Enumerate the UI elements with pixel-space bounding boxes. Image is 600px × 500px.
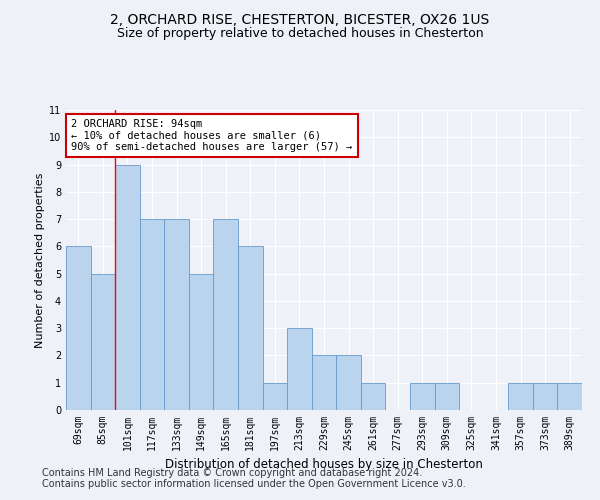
Bar [557,382,582,410]
Text: 2, ORCHARD RISE, CHESTERTON, BICESTER, OX26 1US: 2, ORCHARD RISE, CHESTERTON, BICESTER, O… [110,12,490,26]
Bar [115,164,140,410]
Bar [410,382,434,410]
Text: Contains public sector information licensed under the Open Government Licence v3: Contains public sector information licen… [42,479,466,489]
Y-axis label: Number of detached properties: Number of detached properties [35,172,45,348]
Bar [164,219,189,410]
Bar [140,219,164,410]
Bar [263,382,287,410]
Bar [238,246,263,410]
Bar [336,356,361,410]
Bar [312,356,336,410]
Bar [91,274,115,410]
Bar [508,382,533,410]
Text: 2 ORCHARD RISE: 94sqm
← 10% of detached houses are smaller (6)
90% of semi-detac: 2 ORCHARD RISE: 94sqm ← 10% of detached … [71,119,352,152]
Text: Size of property relative to detached houses in Chesterton: Size of property relative to detached ho… [116,28,484,40]
Bar [434,382,459,410]
Bar [214,219,238,410]
X-axis label: Distribution of detached houses by size in Chesterton: Distribution of detached houses by size … [165,458,483,471]
Text: Contains HM Land Registry data © Crown copyright and database right 2024.: Contains HM Land Registry data © Crown c… [42,468,422,477]
Bar [66,246,91,410]
Bar [533,382,557,410]
Bar [189,274,214,410]
Bar [287,328,312,410]
Bar [361,382,385,410]
